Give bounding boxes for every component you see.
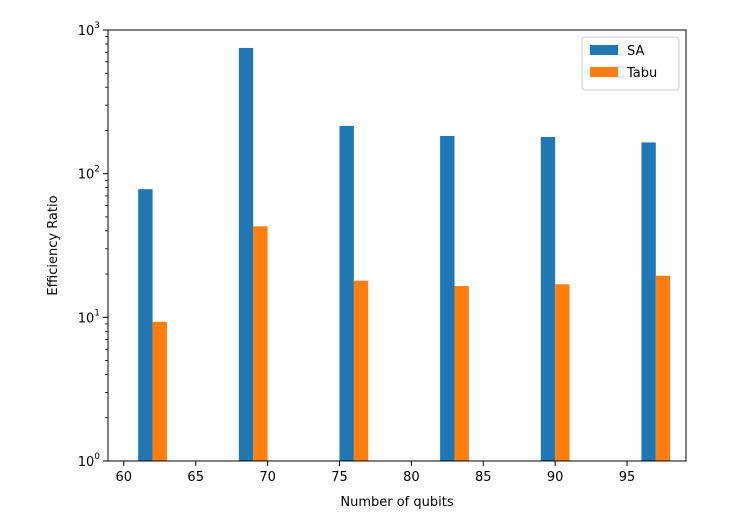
x-axis-label: Number of qubits (340, 495, 453, 510)
bar-sa-89 (540, 136, 556, 461)
y-tick-label: 101 (78, 308, 100, 326)
legend: SA Tabu (581, 36, 680, 91)
x-tick-label: 90 (547, 470, 564, 485)
bar-sa-75 (339, 125, 354, 461)
plot-frame (107, 29, 687, 462)
legend-label-sa: SA (627, 44, 644, 59)
x-tick-label: 80 (403, 470, 420, 485)
bars (138, 47, 671, 462)
bar-tabu-68 (253, 226, 268, 461)
bar-sa-61 (138, 189, 153, 462)
y-axis-ticks: 100 101 102 103 (78, 21, 108, 470)
bar-tabu-82 (454, 286, 469, 461)
bar-sa-68 (238, 47, 254, 462)
y-axis-label: Efficiency Ratio (46, 195, 61, 295)
x-tick-label: 95 (619, 470, 636, 485)
y-tick-label: 103 (78, 21, 100, 39)
y-tick-label: 102 (78, 165, 100, 183)
x-tick-label: 65 (187, 470, 204, 485)
bar-tabu-61 (152, 321, 167, 461)
x-axis-ticks: 60 65 70 75 80 85 90 95 (116, 461, 636, 485)
bar-tabu-75 (353, 280, 369, 461)
x-tick-label: 60 (116, 470, 133, 485)
y-tick-label: 100 (78, 452, 101, 470)
x-tick-label: 85 (475, 470, 492, 485)
x-tick-label: 75 (331, 470, 348, 485)
bar-tabu-96 (655, 275, 671, 461)
bar-sa-82 (440, 135, 455, 462)
bar-tabu-89 (555, 284, 570, 461)
x-tick-label: 70 (259, 470, 276, 485)
bar-sa-96 (641, 142, 656, 461)
legend-swatch-tabu (590, 67, 618, 77)
legend-label-tabu: Tabu (626, 66, 657, 81)
legend-swatch-sa (590, 45, 618, 55)
